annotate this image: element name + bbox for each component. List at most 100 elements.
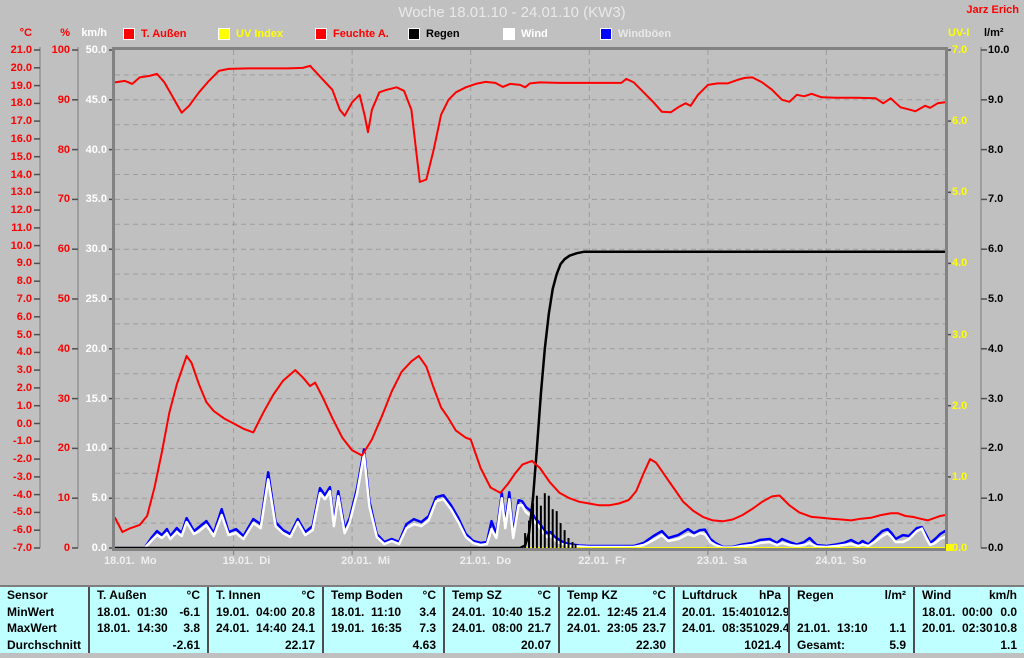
legend-item: Wind <box>503 28 548 40</box>
temp-tick-label: -1.0 <box>13 435 32 448</box>
table-cell-r2-c7: 21.01. 13:10 1.1 <box>788 620 913 637</box>
lm2-tick-label: 6.0 <box>988 243 1004 256</box>
temp-tick-label: 14.0 <box>10 168 32 181</box>
kmh-tick-label: 35.0 <box>85 193 107 206</box>
table-cell-r2-c0: MaxWert <box>7 621 57 636</box>
table-cell-r2-c2: 24.01. 14:40 24.1 <box>207 620 322 637</box>
table-cell-r2-c4: 24.01. 08:00 21.7 <box>443 620 558 637</box>
kmh-tick-label: 15.0 <box>85 392 107 405</box>
temp-tick-label: 12.0 <box>10 204 32 217</box>
temp-tick-label: 7.0 <box>16 293 32 305</box>
page-title: Woche 18.01.10 - 24.01.10 (KW3) <box>398 4 626 21</box>
table-cell-r0-c4: Temp SZ °C <box>443 587 558 604</box>
kmh-tick-label: 10.0 <box>85 442 107 455</box>
pct-tick-label: 20 <box>57 442 70 455</box>
temp-tick-label: -3.0 <box>13 470 32 483</box>
statistics-table: Sensor T. Außen °C T. Innen °C Temp Boden °C Te… <box>0 585 1024 653</box>
table-cell-r3-c6: 1021.4 <box>673 636 788 653</box>
table-cell-r1-c4: 24.01. 10:40 15.2 <box>443 603 558 620</box>
table-cell-r1-c6: 20.01. 15:40 1012.9 <box>673 603 788 620</box>
temp-tick-label: 4.0 <box>16 346 32 359</box>
table-cell-r1-c0: MinWert <box>7 604 55 619</box>
pct-tick-label: 70 <box>57 193 70 206</box>
kmh-tick-label: 30.0 <box>85 243 107 256</box>
lm2-tick-label: 7.0 <box>988 193 1004 206</box>
table-cell-r1-c2: 19.01. 04:00 20.8 <box>207 603 322 620</box>
table-cell-r3-c2: 22.17 <box>207 636 322 653</box>
kmh-tick-label: 40.0 <box>85 143 107 156</box>
table-cell-r0-c3: Temp Boden °C <box>322 587 443 604</box>
legend-item: UV Index <box>218 28 283 40</box>
pct-axis-unit: % <box>60 27 70 39</box>
temp-tick-label: 19.0 <box>10 79 32 92</box>
table-cell-r3-c3: 4.63 <box>322 636 443 653</box>
uv-tick-label: 4.0 <box>952 257 968 270</box>
temp-tick-label: 15.0 <box>10 150 32 163</box>
table-cell-r1-c1: 18.01. 01:30 -6.1 <box>88 603 207 620</box>
lm2-tick-label: 9.0 <box>988 93 1004 106</box>
temp-tick-label: -4.0 <box>13 488 32 501</box>
table-cell-r3-c5: 22.30 <box>558 636 673 653</box>
table-cell-r0-c6: Luftdruck hPa <box>673 587 788 604</box>
day-label: 18.01. Mo <box>104 555 157 567</box>
legend-label: Feuchte A. <box>333 28 389 40</box>
pct-tick-label: 50 <box>57 293 70 305</box>
table-cell-r2-c1: 18.01. 14:30 3.8 <box>88 620 207 637</box>
kmh-tick-label: 0.0 <box>91 542 107 554</box>
uv-tick-label: 2.0 <box>952 399 968 412</box>
table-cell-r0-c7: Regen l/m² <box>788 587 913 604</box>
temp-tick-label: 2.0 <box>16 381 32 394</box>
table-cell-r1-c3: 18.01. 11:10 3.4 <box>322 603 443 620</box>
legend-swatch-icon <box>600 28 612 40</box>
lm2-tick-label: 2.0 <box>988 442 1004 455</box>
plot-area[interactable] <box>115 50 945 548</box>
table-cell-r2-c3: 19.01. 16:35 7.3 <box>322 620 443 637</box>
temp-tick-label: -6.0 <box>13 524 32 537</box>
legend-item: T. Außen <box>123 28 186 40</box>
day-label: 20.01. Mi <box>341 555 391 567</box>
temp-tick-label: 3.0 <box>16 364 32 377</box>
day-label: 23.01. Sa <box>696 555 747 567</box>
pct-tick-label: 30 <box>57 392 70 405</box>
legend-item: Feuchte A. <box>315 28 389 40</box>
table-cell-r0-c1: T. Außen °C <box>88 587 207 604</box>
lm2-tick-label: 4.0 <box>988 342 1004 355</box>
temp-tick-label: 8.0 <box>16 275 32 288</box>
pct-tick-label: 40 <box>57 342 70 355</box>
temp-tick-label: 18.0 <box>10 97 32 110</box>
temp-tick-label: 6.0 <box>16 310 32 323</box>
day-label: 21.01. Do <box>459 555 512 567</box>
temp-tick-label: 5.0 <box>16 328 32 341</box>
kmh-axis-unit: km/h <box>81 27 107 39</box>
pct-tick-label: 10 <box>57 492 70 505</box>
pct-tick-label: 80 <box>57 143 70 156</box>
pct-tick-label: 100 <box>51 44 70 56</box>
table-cell-r3-c7: Gesamt: 5.9 <box>788 636 913 653</box>
table-cell-r2-c8: 20.01. 02:30 10.8 <box>913 620 1024 637</box>
temp-tick-label: 16.0 <box>10 132 32 145</box>
uv-tick-label: 6.0 <box>952 115 968 128</box>
uv-axis-unit: UV-I <box>948 27 970 39</box>
day-label: 22.01. Fr <box>578 555 626 567</box>
lm2-tick-label: 3.0 <box>988 392 1004 405</box>
legend-label: UV Index <box>236 28 284 40</box>
kmh-tick-label: 50.0 <box>85 44 107 56</box>
legend-swatch-icon <box>123 28 135 40</box>
lm2-tick-label: 1.0 <box>988 492 1004 505</box>
legend-label: Windböen <box>618 28 672 40</box>
temp-tick-label: 10.0 <box>10 239 32 252</box>
table-cell-r1-c7 <box>788 603 913 620</box>
pct-tick-label: 0 <box>63 542 70 554</box>
lm2-tick-label: 5.0 <box>988 293 1004 305</box>
lm2-tick-label: 0.0 <box>988 542 1004 554</box>
uv-tick-label: 5.0 <box>952 186 968 199</box>
uv-tick-label: 0.0 <box>952 542 968 554</box>
temp-tick-label: 21.0 <box>10 44 32 56</box>
kmh-tick-label: 5.0 <box>91 492 107 505</box>
table-cell-r3-c1: -2.61 <box>88 636 207 653</box>
day-label: 24.01. So <box>815 555 867 567</box>
temp-tick-label: -2.0 <box>13 453 32 466</box>
lm2-axis-unit: l/m² <box>984 27 1004 39</box>
temp-tick-label: 11.0 <box>11 221 32 234</box>
